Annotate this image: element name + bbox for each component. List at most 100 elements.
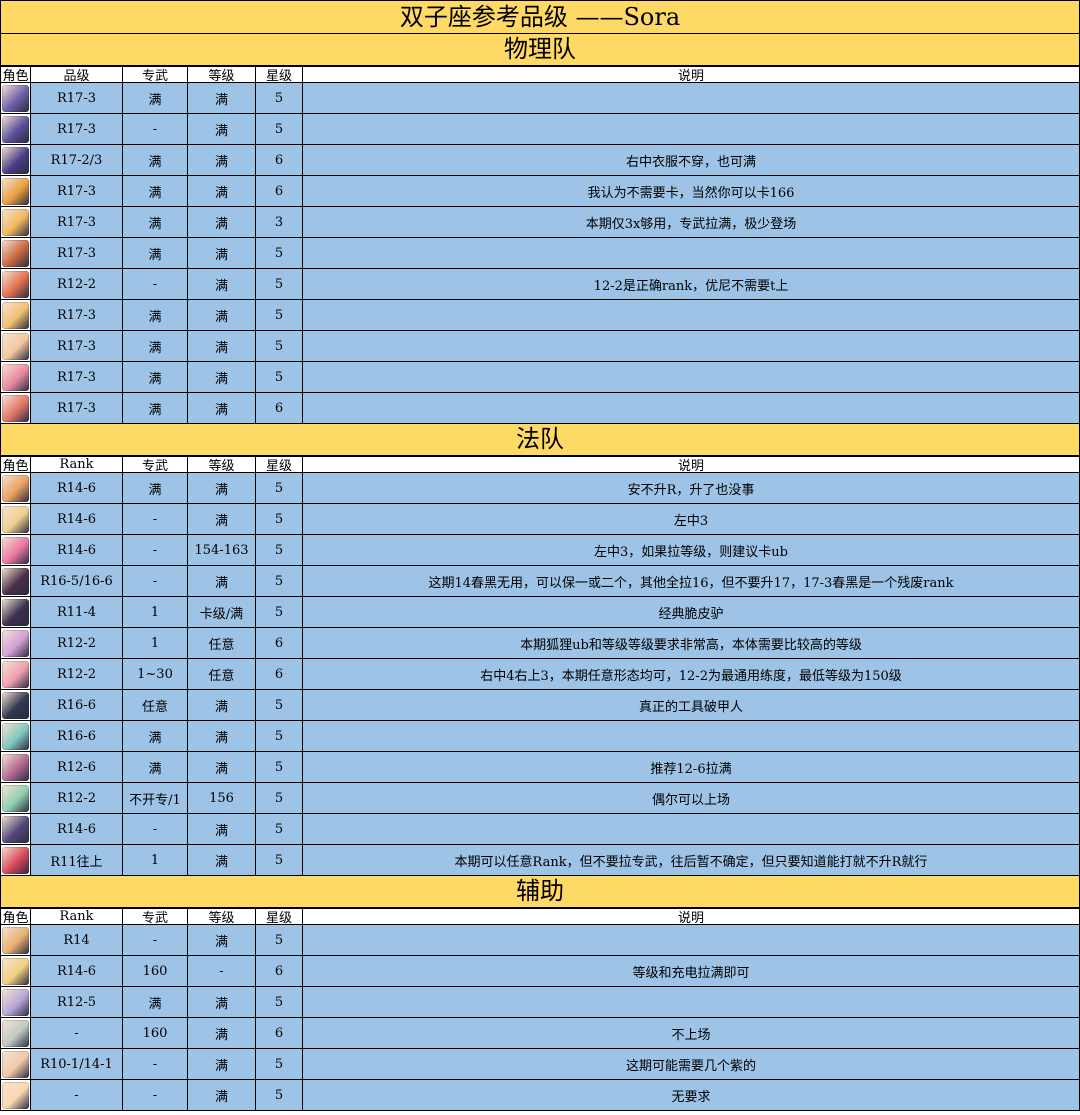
character-avatar bbox=[2, 394, 29, 422]
level-cell: 任意 bbox=[188, 659, 256, 690]
sections-container: 物理队 角色 品级 专武 等级 星级 说明 R17-3 满满 5 R17-3- 满 5 R17-2/3 满满… bbox=[0, 34, 1080, 1111]
character-avatar bbox=[2, 784, 29, 812]
avatar-cell bbox=[0, 83, 31, 114]
table-row: R12-2 1~30 任意 6 右中4右上3，本期任意形态均可，12-2为最通用练度，最… bbox=[0, 659, 1080, 690]
avatar-cell bbox=[0, 628, 31, 659]
rank-cell: R14 bbox=[31, 925, 123, 956]
character-avatar bbox=[2, 567, 29, 595]
table-row: R14-6- 满 5 bbox=[0, 814, 1080, 845]
rank-cell: R17-3 bbox=[31, 83, 123, 114]
weapon-cell: - bbox=[123, 1049, 188, 1080]
avatar-cell bbox=[0, 393, 31, 424]
level-cell: 满 bbox=[188, 207, 256, 238]
avatar-cell bbox=[0, 566, 31, 597]
note-cell: 这期14春黑无用，可以保一或二个，其他全拉16，但不要升17，17-3春黑是一个… bbox=[303, 566, 1080, 597]
level-cell: 满 bbox=[188, 300, 256, 331]
column-header: 品级 bbox=[31, 66, 123, 83]
note-cell bbox=[303, 814, 1080, 845]
column-header: 专武 bbox=[123, 66, 188, 83]
rank-cell: R12-6 bbox=[31, 752, 123, 783]
character-avatar bbox=[2, 691, 29, 719]
table-row: R16-6 满满 5 bbox=[0, 721, 1080, 752]
weapon-cell: 1 bbox=[123, 628, 188, 659]
weapon-cell: - bbox=[123, 504, 188, 535]
table-row: R14-6- 满 5 左中3 bbox=[0, 504, 1080, 535]
rank-cell: - bbox=[31, 1080, 123, 1111]
rank-cell: R17-2/3 bbox=[31, 145, 123, 176]
table-row: R17-3 满满 5 bbox=[0, 331, 1080, 362]
note-cell: 本期狐狸ub和等级等级要求非常高，本体需要比较高的等级 bbox=[303, 628, 1080, 659]
weapon-cell: - bbox=[123, 925, 188, 956]
table-row: R17-3 满满 5 bbox=[0, 238, 1080, 269]
star-cell: 5 bbox=[256, 300, 303, 331]
character-avatar bbox=[2, 815, 29, 843]
level-cell: 满 bbox=[188, 145, 256, 176]
weapon-cell: 满 bbox=[123, 987, 188, 1018]
weapon-cell: 满 bbox=[123, 362, 188, 393]
rank-cell: R14-6 bbox=[31, 504, 123, 535]
character-avatar bbox=[2, 988, 29, 1016]
weapon-cell: - bbox=[123, 814, 188, 845]
level-cell: 满 bbox=[188, 114, 256, 145]
column-header: 说明 bbox=[303, 456, 1080, 473]
rank-cell: R11往上 bbox=[31, 845, 123, 876]
rank-cell: R17-3 bbox=[31, 114, 123, 145]
avatar-cell bbox=[0, 145, 31, 176]
character-avatar bbox=[2, 536, 29, 564]
star-cell: 5 bbox=[256, 987, 303, 1018]
table-header: 角色 Rank 专武 等级 星级 说明 bbox=[0, 456, 1080, 473]
column-header: 专武 bbox=[123, 908, 188, 925]
character-avatar bbox=[2, 301, 29, 329]
star-cell: 5 bbox=[256, 1080, 303, 1111]
rank-cell: R14-6 bbox=[31, 956, 123, 987]
table-row: R11-4 1 卡级/满 5 经典脆皮驴 bbox=[0, 597, 1080, 628]
star-cell: 6 bbox=[256, 393, 303, 424]
note-cell: 经典脆皮驴 bbox=[303, 597, 1080, 628]
table-row: R14- 满 5 bbox=[0, 925, 1080, 956]
rank-cell: R12-2 bbox=[31, 659, 123, 690]
table-row: R17-3 满满 6 bbox=[0, 393, 1080, 424]
level-cell: 满 bbox=[188, 83, 256, 114]
star-cell: 5 bbox=[256, 535, 303, 566]
star-cell: 5 bbox=[256, 783, 303, 814]
avatar-cell bbox=[0, 1080, 31, 1111]
star-cell: 5 bbox=[256, 690, 303, 721]
rank-cell: R17-3 bbox=[31, 300, 123, 331]
character-avatar bbox=[2, 146, 29, 174]
table-row: R12-6 满满 5 推荐12-6拉满 bbox=[0, 752, 1080, 783]
rank-cell: R16-6 bbox=[31, 721, 123, 752]
table-row: R12-2 1 任意 6 本期狐狸ub和等级等级要求非常高，本体需要比较高的等级 bbox=[0, 628, 1080, 659]
star-cell: 6 bbox=[256, 628, 303, 659]
note-cell bbox=[303, 114, 1080, 145]
star-cell: 5 bbox=[256, 473, 303, 504]
column-header: 等级 bbox=[188, 66, 256, 83]
level-cell: 满 bbox=[188, 721, 256, 752]
avatar-cell bbox=[0, 752, 31, 783]
column-header: Rank bbox=[31, 908, 123, 925]
weapon-cell: 满 bbox=[123, 752, 188, 783]
table-row: R17-3- 满 5 bbox=[0, 114, 1080, 145]
column-header: 星级 bbox=[256, 66, 303, 83]
section-title: 物理队 bbox=[0, 34, 1080, 66]
avatar-cell bbox=[0, 331, 31, 362]
character-avatar bbox=[2, 598, 29, 626]
table-row: - - 满 5 无要求 bbox=[0, 1080, 1080, 1111]
weapon-cell: 1 bbox=[123, 597, 188, 628]
level-cell: 156 bbox=[188, 783, 256, 814]
avatar-cell bbox=[0, 659, 31, 690]
level-cell: 满 bbox=[188, 845, 256, 876]
weapon-cell: 满 bbox=[123, 83, 188, 114]
note-cell: 真正的工具破甲人 bbox=[303, 690, 1080, 721]
weapon-cell: - bbox=[123, 269, 188, 300]
rank-cell: R17-3 bbox=[31, 207, 123, 238]
character-avatar bbox=[2, 722, 29, 750]
level-cell: 满 bbox=[188, 362, 256, 393]
note-cell: 安不升R，升了也没事 bbox=[303, 473, 1080, 504]
weapon-cell: - bbox=[123, 1080, 188, 1111]
rank-cell: R14-6 bbox=[31, 473, 123, 504]
column-header: 等级 bbox=[188, 456, 256, 473]
rank-cell: R14-6 bbox=[31, 535, 123, 566]
weapon-cell: - bbox=[123, 566, 188, 597]
star-cell: 5 bbox=[256, 269, 303, 300]
